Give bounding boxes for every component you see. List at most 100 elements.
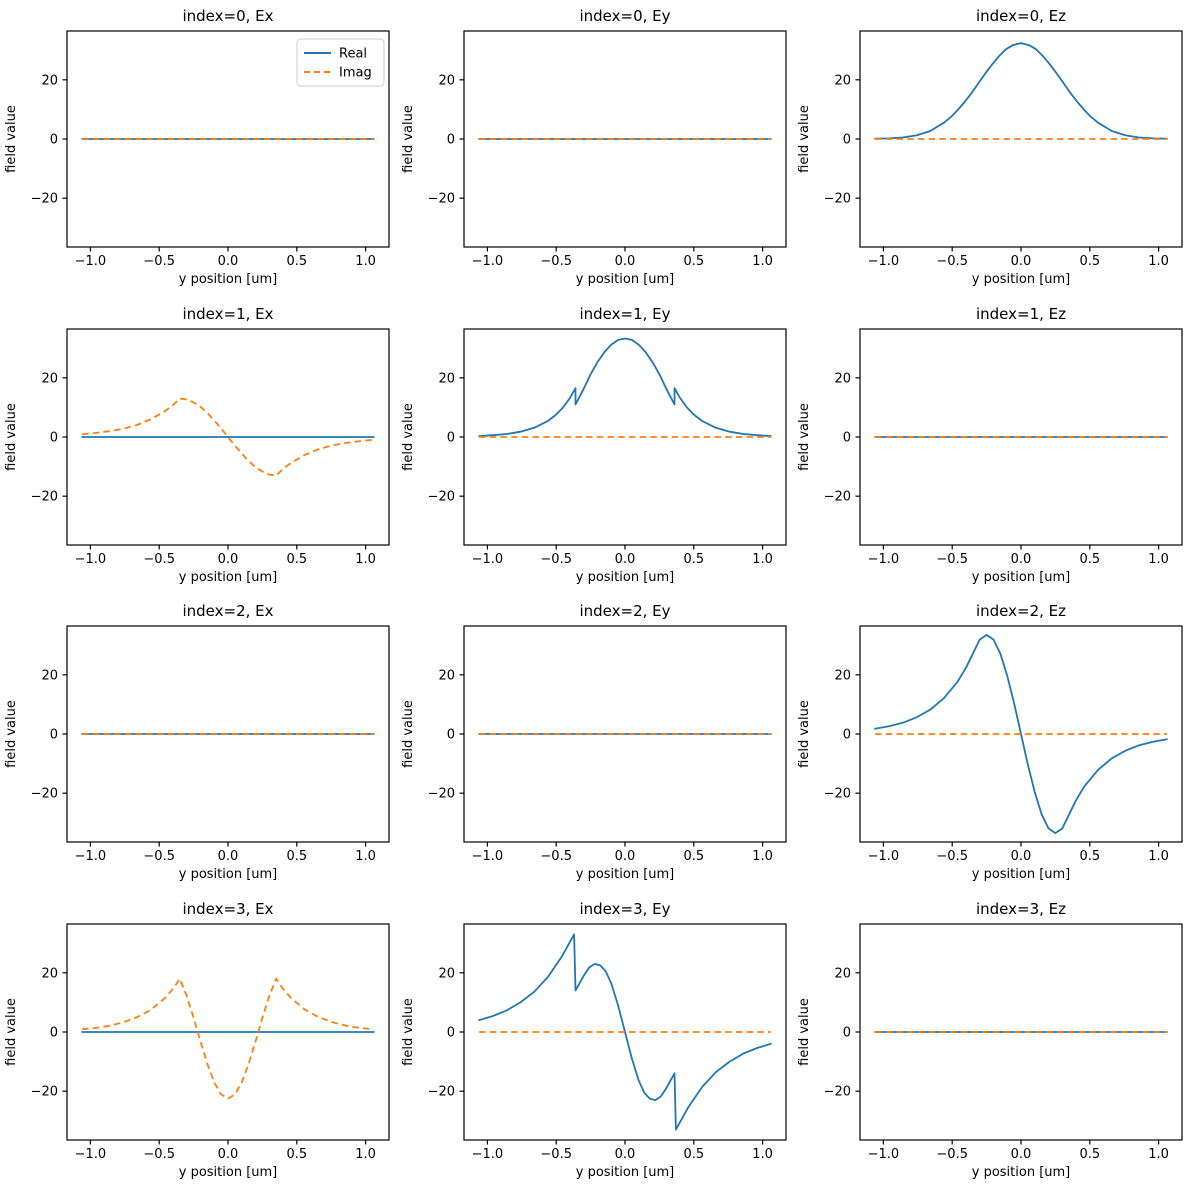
legend-box — [296, 38, 385, 87]
y-tick-label: 20 — [438, 966, 455, 981]
x-tick-label: 0.5 — [683, 254, 704, 269]
y-tick-label: 0 — [50, 133, 58, 148]
y-tick-label: −20 — [824, 490, 851, 505]
x-axis-label: y position [um] — [179, 867, 278, 882]
y-tick-label: −20 — [31, 490, 58, 505]
x-tick-label: −1.0 — [868, 254, 900, 269]
real-line — [874, 42, 1168, 140]
subplot-index-0-ey: index=0, Ey −1.0 −0.5 0.0 0.5 1.0 20 0 −20 y posi… — [401, 7, 787, 287]
x-tick-label: −0.5 — [936, 254, 968, 269]
x-tick-label: −1.0 — [868, 1147, 900, 1162]
y-tick-label: 0 — [447, 133, 455, 148]
legend-real-label: Real — [339, 47, 367, 62]
y-tick-label: −20 — [428, 490, 455, 505]
x-tick-label: −0.5 — [143, 552, 175, 567]
y-tick-label: −20 — [31, 192, 58, 207]
x-tick-label: 1.0 — [355, 254, 376, 269]
subplot-index-1-ex: index=1, Ex −1.0 −0.5 0.0 0.5 1.0 20 0 −20 y posi… — [4, 305, 390, 585]
x-tick-label: −1.0 — [472, 552, 504, 567]
x-tick-label: −0.5 — [540, 1147, 572, 1162]
y-tick-label: 0 — [843, 1026, 851, 1041]
x-tick-label: 0.0 — [615, 254, 636, 269]
x-tick-label: 1.0 — [752, 552, 773, 567]
y-axis-label: field value — [797, 998, 812, 1066]
x-tick-label: 0.0 — [1011, 254, 1032, 269]
y-axis-label: field value — [4, 998, 19, 1066]
x-tick-label: 1.0 — [752, 1147, 773, 1162]
y-tick-label: 0 — [447, 728, 455, 743]
x-tick-label: 1.0 — [752, 849, 773, 864]
y-tick-label: 0 — [50, 431, 58, 446]
x-tick-label: 0.5 — [286, 849, 307, 864]
y-tick-label: −20 — [428, 787, 455, 802]
x-tick-label: −0.5 — [540, 254, 572, 269]
x-tick-label: −1.0 — [75, 254, 107, 269]
x-tick-label: 0.0 — [615, 849, 636, 864]
x-tick-label: −1.0 — [868, 849, 900, 864]
x-axis-label: y position [um] — [576, 1165, 675, 1180]
x-tick-label: 0.5 — [683, 552, 704, 567]
subplot-index-0-ex: index=0, Ex −1.0 −0.5 0.0 0.5 1.0 20 0 −20 y posi… — [4, 7, 390, 287]
y-tick-label: 20 — [41, 371, 58, 386]
x-tick-label: −1.0 — [75, 552, 107, 567]
y-tick-label: −20 — [824, 1085, 851, 1100]
y-tick-label: 20 — [438, 73, 455, 88]
y-tick-label: 20 — [41, 966, 58, 981]
x-axis-label: y position [um] — [972, 272, 1071, 287]
subplot-title: index=0, Ez — [976, 7, 1066, 25]
x-axis-label: y position [um] — [972, 867, 1071, 882]
y-tick-label: 20 — [834, 73, 851, 88]
x-tick-label: 0.5 — [286, 552, 307, 567]
subplot-title: index=1, Ez — [976, 305, 1066, 323]
y-tick-label: 20 — [438, 668, 455, 683]
y-tick-label: 20 — [438, 371, 455, 386]
y-tick-label: −20 — [428, 1085, 455, 1100]
subplot-index-3-ez: index=3, Ez −1.0 −0.5 0.0 0.5 1.0 20 0 −20 y posi… — [797, 900, 1183, 1180]
real-line — [478, 337, 772, 438]
x-tick-label: −1.0 — [75, 1147, 107, 1162]
x-tick-label: −0.5 — [143, 1147, 175, 1162]
y-axis-label: field value — [401, 105, 416, 173]
x-tick-label: −1.0 — [868, 552, 900, 567]
subplot-index-1-ey: index=1, Ey −1.0 −0.5 0.0 0.5 1.0 20 0 −20 y posi… — [401, 305, 787, 585]
x-tick-label: −0.5 — [143, 254, 175, 269]
subplot-title: index=2, Ex — [182, 602, 273, 620]
y-tick-label: −20 — [824, 192, 851, 207]
subplot-title: index=3, Ex — [182, 900, 273, 918]
y-axis-label: field value — [401, 700, 416, 768]
x-axis-label: y position [um] — [576, 272, 675, 287]
x-axis-label: y position [um] — [972, 570, 1071, 585]
y-tick-label: −20 — [428, 192, 455, 207]
y-axis-label: field value — [401, 998, 416, 1066]
y-tick-label: 0 — [447, 431, 455, 446]
x-tick-label: −1.0 — [472, 849, 504, 864]
x-tick-label: 1.0 — [752, 254, 773, 269]
y-tick-label: 0 — [843, 431, 851, 446]
x-tick-label: −1.0 — [75, 849, 107, 864]
subplot-index-2-ey: index=2, Ey −1.0 −0.5 0.0 0.5 1.0 20 0 −20 y posi… — [401, 602, 787, 882]
imag-line — [82, 977, 374, 1100]
y-axis-label: field value — [797, 403, 812, 471]
subplot-title: index=0, Ex — [182, 7, 273, 25]
x-tick-label: −0.5 — [540, 849, 572, 864]
x-tick-label: 0.5 — [1079, 552, 1100, 567]
subplot-index-3-ex: index=3, Ex −1.0 −0.5 0.0 0.5 1.0 20 0 −20 y posi… — [4, 900, 390, 1180]
x-tick-label: 0.0 — [1011, 1147, 1032, 1162]
subplot-title: index=2, Ey — [579, 602, 670, 620]
x-axis-label: y position [um] — [972, 1165, 1071, 1180]
x-axis-label: y position [um] — [179, 570, 278, 585]
x-tick-label: −0.5 — [936, 849, 968, 864]
subplot-index-2-ez: index=2, Ez −1.0 −0.5 0.0 0.5 1.0 20 0 −20 y posi… — [797, 602, 1183, 882]
subplot-title: index=1, Ey — [579, 305, 670, 323]
x-axis-label: y position [um] — [576, 867, 675, 882]
y-tick-label: 0 — [50, 1026, 58, 1041]
y-tick-label: 0 — [50, 728, 58, 743]
x-tick-label: 0.5 — [286, 254, 307, 269]
x-tick-label: 0.0 — [218, 1147, 239, 1162]
y-tick-label: 0 — [843, 133, 851, 148]
y-axis-label: field value — [4, 700, 19, 768]
legend-imag-label: Imag — [339, 66, 372, 81]
x-tick-label: −1.0 — [472, 254, 504, 269]
subplot-title: index=2, Ez — [976, 602, 1066, 620]
